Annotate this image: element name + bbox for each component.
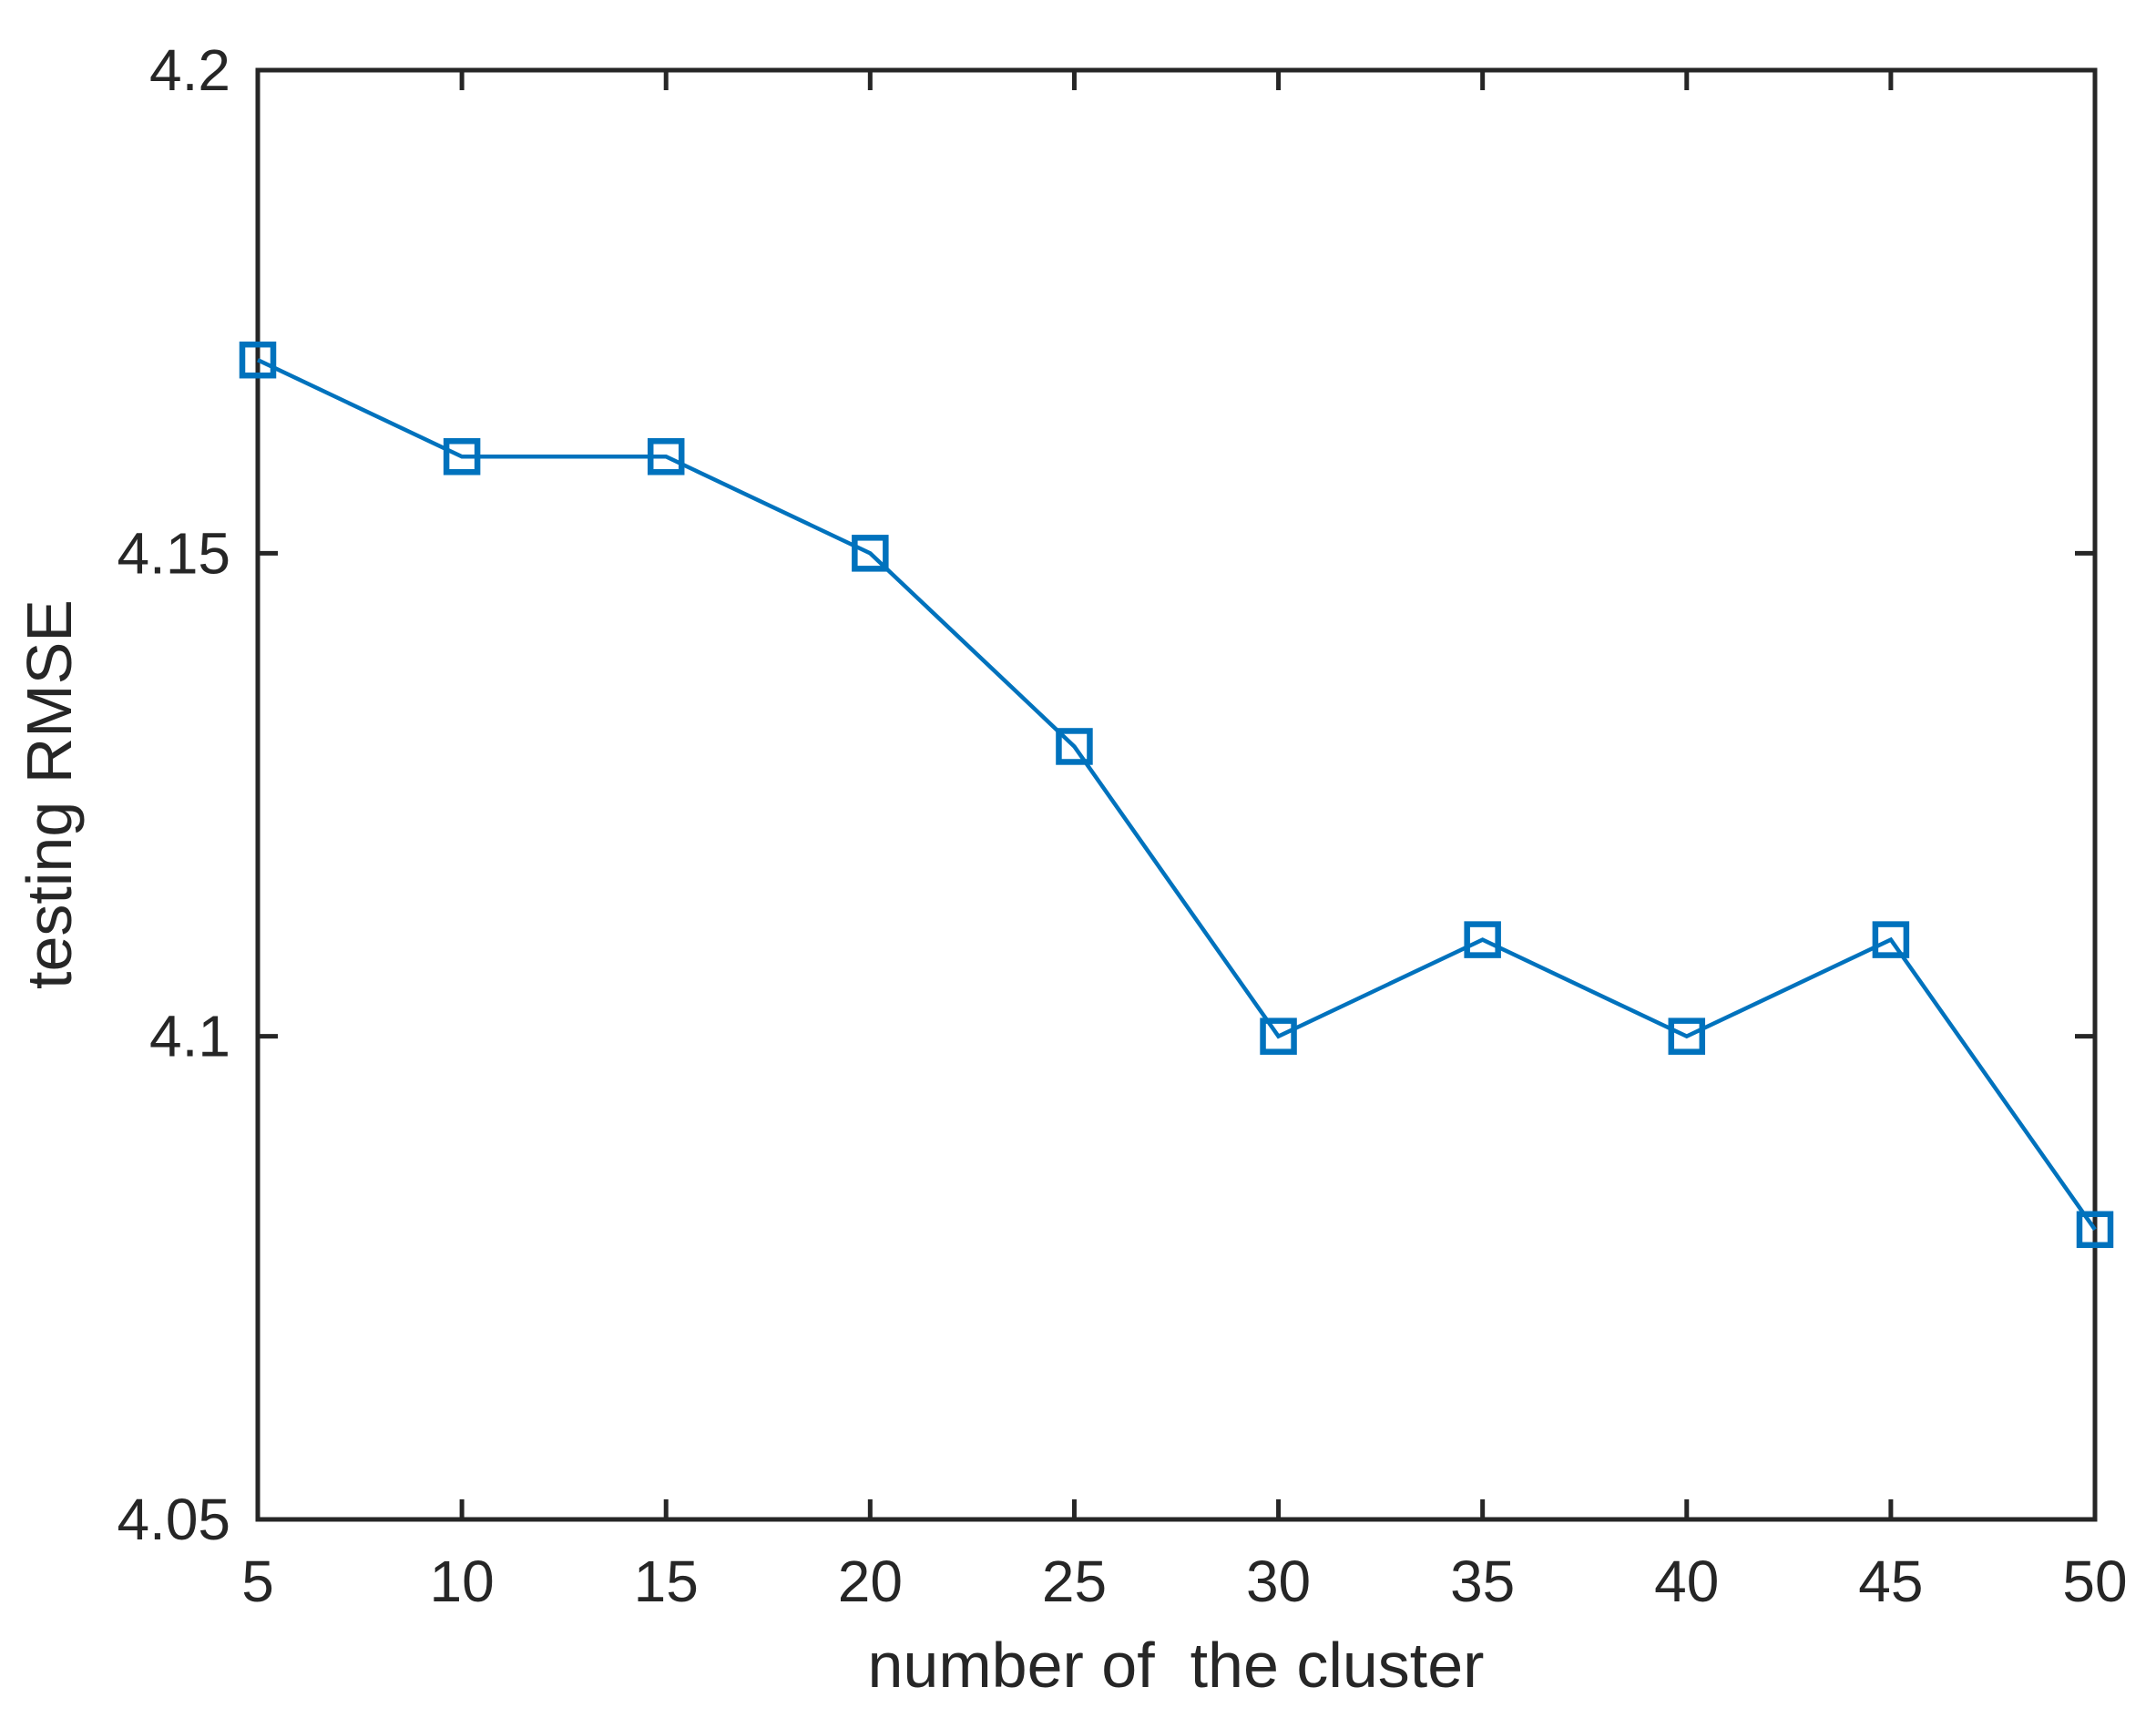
data-point-marker — [852, 535, 889, 572]
x-tick-label: 50 — [2062, 1549, 2127, 1614]
x-tick-label: 45 — [1858, 1549, 1923, 1614]
data-point-marker — [239, 341, 277, 379]
data-point-marker — [2076, 1211, 2114, 1249]
data-line — [257, 358, 2097, 1232]
data-point-marker — [1056, 728, 1093, 765]
data-point-marker — [1464, 921, 1501, 958]
y-tick-label: 4.15 — [117, 520, 230, 586]
data-point-marker — [647, 438, 685, 475]
data-point-marker — [443, 438, 481, 475]
x-tick-label: 10 — [430, 1549, 495, 1614]
axes-layer: 5 10 15 20 25 30 35 40 45 50 4.05 4.1 4.15 4.2 — [117, 37, 2127, 1614]
y-tick-label: 4.05 — [117, 1487, 230, 1552]
series-layer — [239, 341, 2114, 1249]
x-tick-label: 30 — [1246, 1549, 1311, 1614]
x-tick-label: 25 — [1042, 1549, 1107, 1614]
x-tick-label: 20 — [838, 1549, 903, 1614]
x-tick-label: 15 — [634, 1549, 699, 1614]
data-point-marker — [1872, 921, 1910, 958]
y-tick-label: 4.1 — [149, 1004, 230, 1069]
x-tick-label: 35 — [1450, 1549, 1515, 1614]
data-point-marker — [1260, 1017, 1297, 1055]
plot-box — [255, 67, 2098, 1522]
x-tick-label: 5 — [241, 1549, 274, 1614]
y-axis-label: testing RMSE — [14, 599, 85, 989]
data-point-marker — [1668, 1017, 1706, 1055]
x-axis-label: number of the cluster — [868, 1630, 1485, 1701]
x-tick-label: 40 — [1654, 1549, 1719, 1614]
y-tick-label: 4.2 — [149, 37, 230, 103]
